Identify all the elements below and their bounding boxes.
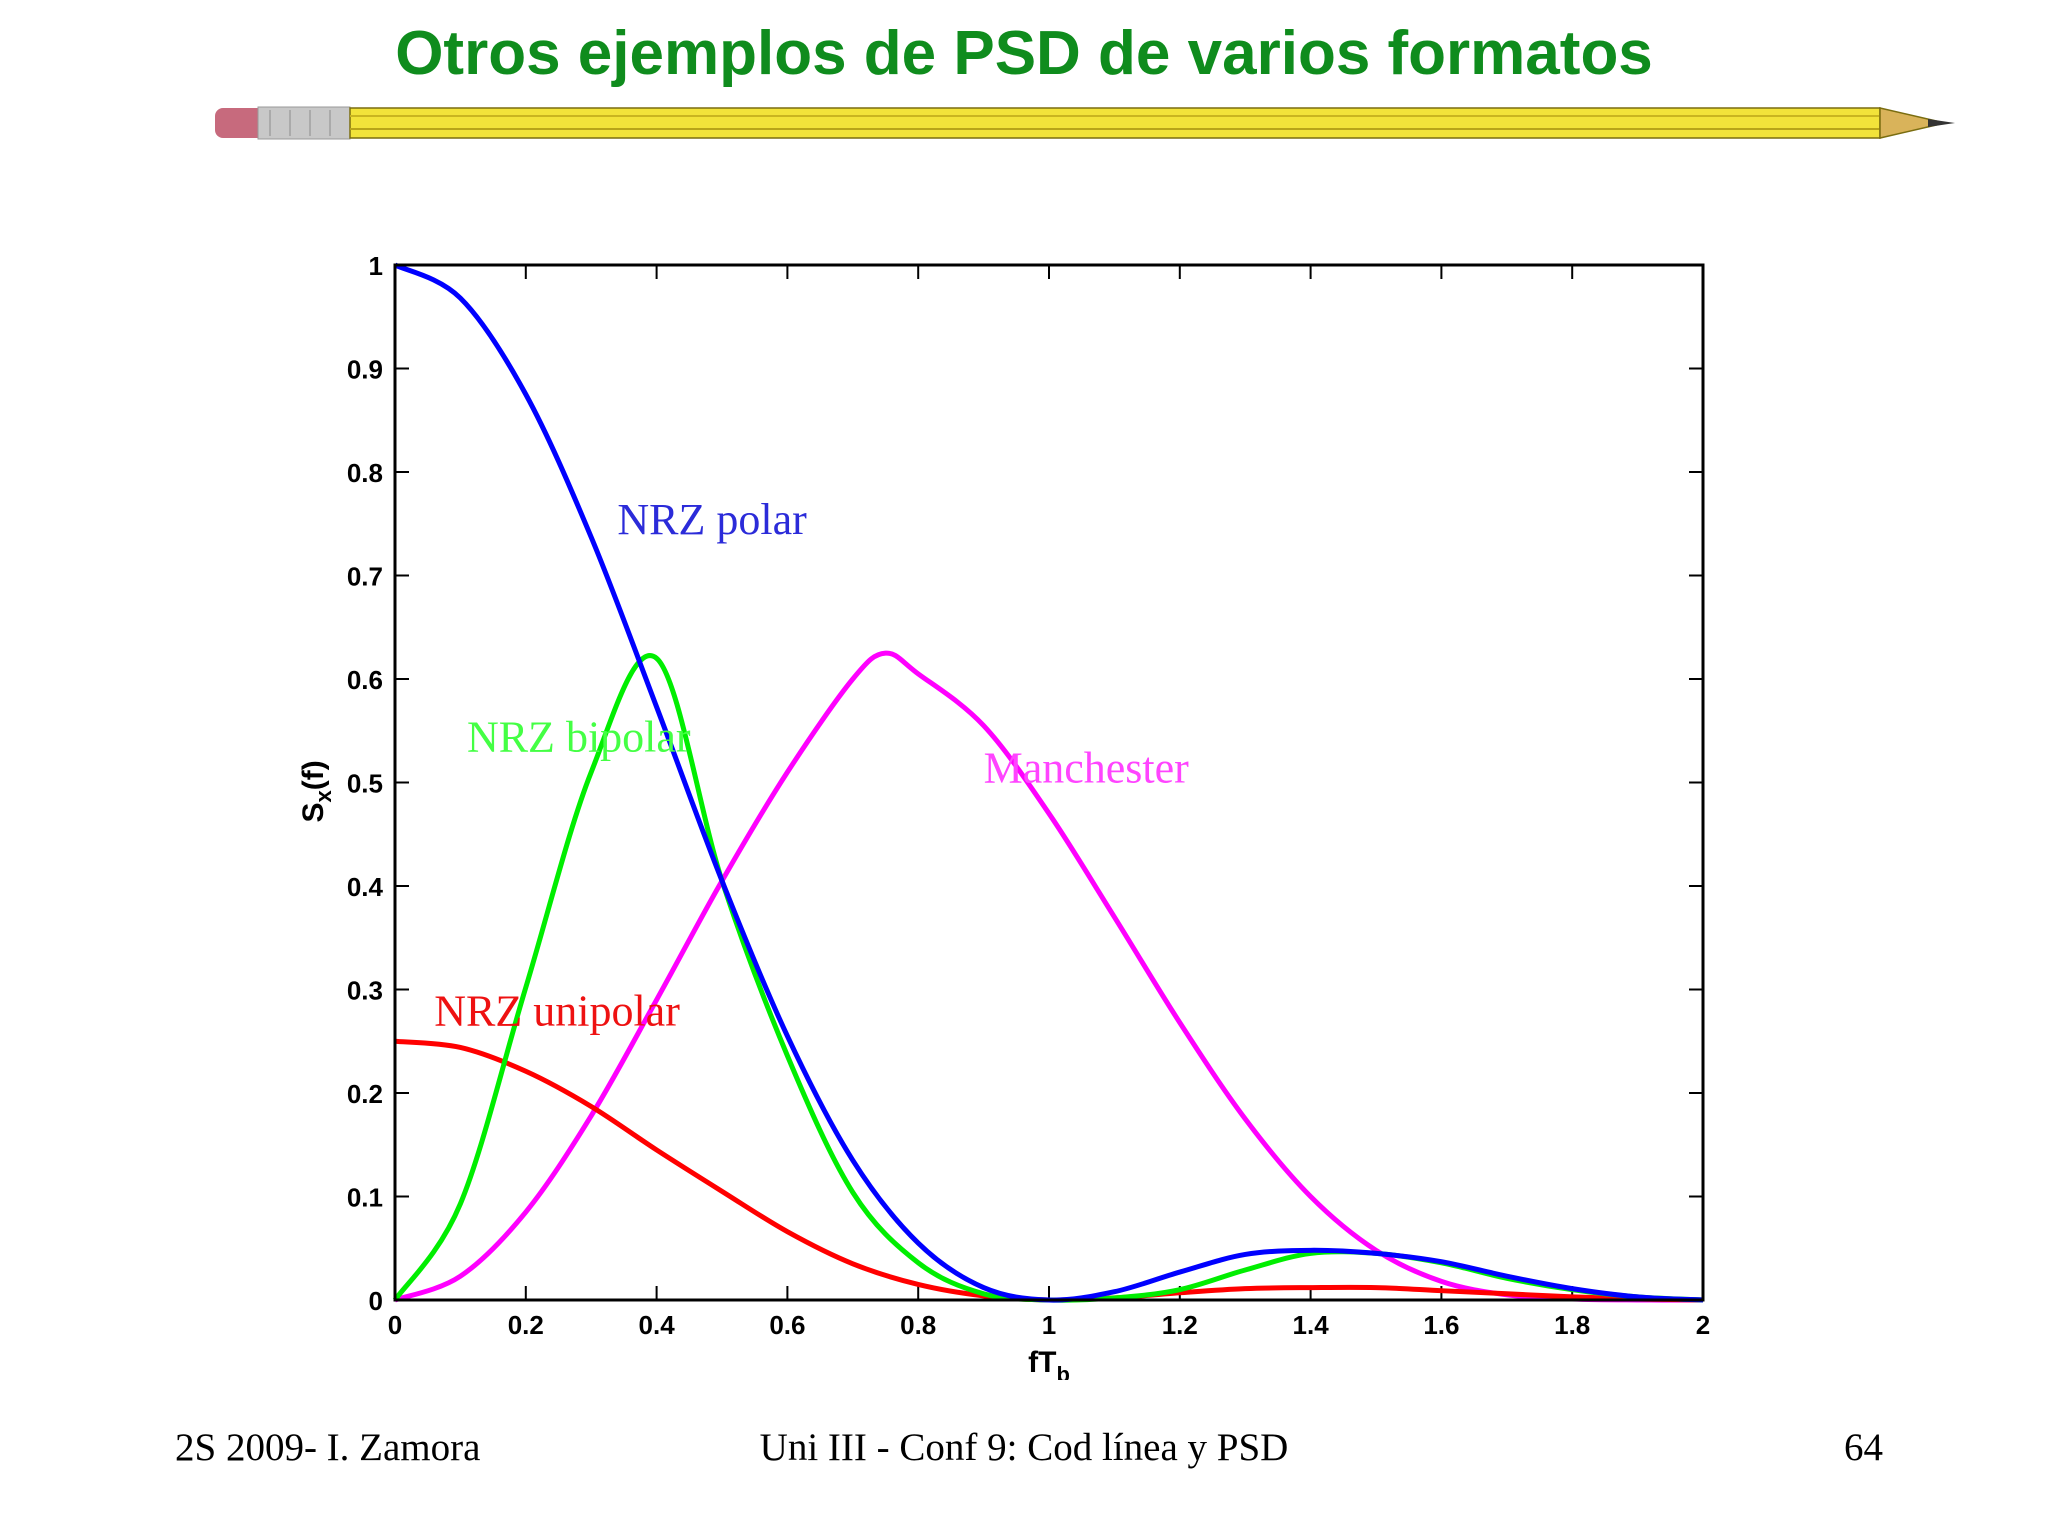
footer-page-number: 64	[1844, 1426, 1883, 1469]
x-tick-label: 0.2	[508, 1310, 544, 1340]
series-line-nrz-polar	[393, 262, 1704, 1303]
annotation-nrz-polar: NRZ polar	[617, 495, 807, 544]
chart-series	[392, 262, 1704, 1303]
x-tick-label: 1.8	[1554, 1310, 1590, 1340]
series-line-manchester	[394, 650, 1704, 1303]
x-axis-ticks: 0 0.2 0.4 0.6 0.8 1 1.2 1.4 1.6 1.8 2	[388, 265, 1710, 1340]
x-tick-label: 0.6	[769, 1310, 805, 1340]
pencil-divider-icon	[215, 106, 1955, 140]
x-tick-label: 1.2	[1162, 1310, 1198, 1340]
x-tick-label: 1.6	[1423, 1310, 1459, 1340]
x-tick-label: 0.4	[639, 1310, 676, 1340]
footer-author: 2S 2009- I. Zamora	[175, 1426, 481, 1469]
x-tick-label: 0.8	[900, 1310, 936, 1340]
pencil-ferrule	[257, 106, 351, 140]
y-tick-label: 0.9	[347, 355, 383, 385]
y-tick-label: 0.8	[347, 458, 383, 488]
x-tick-label: 1.4	[1293, 1310, 1330, 1340]
y-tick-label: 0.7	[347, 562, 383, 592]
pencil-tip	[1879, 107, 1946, 139]
y-tick-label: 0	[369, 1286, 383, 1316]
y-axis-label: Sx(f)	[297, 760, 336, 822]
y-tick-label: 1	[369, 251, 383, 281]
annotation-manchester: Manchester	[984, 744, 1190, 793]
pencil-body	[349, 107, 1881, 139]
y-tick-label: 0.6	[347, 665, 383, 695]
footer-course: Uni III - Conf 9: Cod línea y PSD	[759, 1426, 1289, 1469]
annotation-nrz-bipolar: NRZ bipolar	[467, 712, 691, 761]
y-tick-label: 0.2	[347, 1079, 383, 1109]
pencil-eraser	[215, 108, 265, 138]
slide-title: Otros ejemplos de PSD de varios formatos	[395, 19, 1653, 88]
x-axis-label: fTb	[1028, 1346, 1070, 1380]
annotation-nrz-unipolar: NRZ unipolar	[434, 987, 680, 1036]
y-axis-ticks: 0 0.1 0.2 0.3 0.4 0.5 0.6 0.7 0.8 0.9 1	[347, 251, 1703, 1316]
y-tick-label: 0.3	[347, 976, 383, 1006]
plot-frame	[393, 263, 1705, 1302]
y-tick-label: 0.1	[347, 1183, 383, 1213]
series-line-nrz-unipolar	[394, 1038, 1704, 1303]
psd-line-chart: 0 0.1 0.2 0.3 0.4 0.5 0.6 0.7 0.8 0.9 1 0 0.2 0.4 0.6…	[297, 251, 1710, 1380]
x-tick-label: 2	[1696, 1310, 1710, 1340]
y-tick-label: 0.5	[347, 769, 383, 799]
x-tick-label: 1	[1042, 1310, 1056, 1340]
x-tick-label: 0	[388, 1310, 402, 1340]
y-tick-label: 0.4	[347, 872, 384, 902]
